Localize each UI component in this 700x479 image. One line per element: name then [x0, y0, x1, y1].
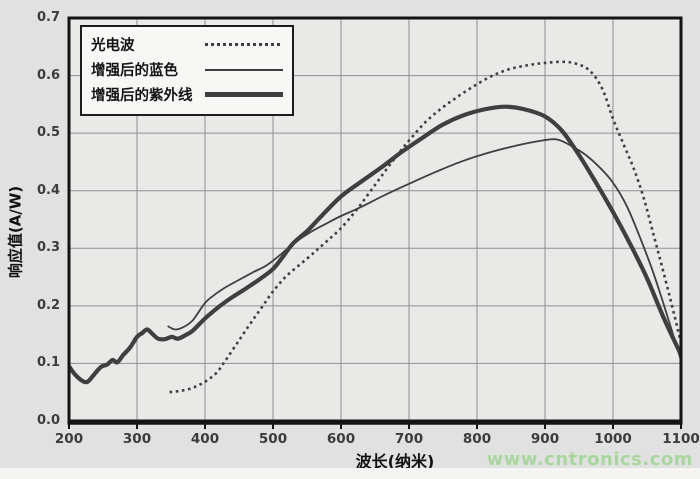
x-tick-label: 800	[462, 431, 492, 447]
legend-label: 增强后的紫外线	[91, 88, 193, 104]
y-tick-label: 0.3	[36, 240, 60, 256]
curve-photoelectric-wave	[169, 60, 683, 394]
x-tick-label: 400	[190, 431, 220, 447]
x-tick-label: 1100	[662, 431, 700, 447]
plot-frame	[67, 16, 683, 423]
x-axis-title: 波长(纳米)	[355, 452, 435, 471]
x-tick-label: 300	[122, 431, 152, 447]
dotted-line-sample-icon	[205, 43, 283, 46]
y-tick-label: 0.0	[36, 413, 60, 428]
x-tick-label: 700	[394, 431, 424, 447]
x-tick-label: 1000	[594, 431, 632, 447]
thick-line-sample-icon	[205, 92, 283, 97]
x-tick-label: 600	[326, 431, 356, 447]
y-tick-label: 0.2	[36, 297, 60, 313]
legend-label: 光电波	[91, 38, 135, 54]
bottom-strip	[0, 468, 700, 479]
y-tick-label: 0.5	[36, 125, 60, 141]
x-tick-label: 900	[530, 431, 560, 447]
y-axis-title: 响应值(A/W)	[6, 185, 25, 279]
y-tick-label: 0.6	[36, 67, 60, 83]
x-tick-label: 200	[54, 431, 84, 447]
legend-item-enhanced-blue: 增强后的蓝色	[91, 57, 283, 82]
y-tick-label: 0.7	[36, 10, 60, 25]
legend-item-photoelectric-wave: 光电波	[91, 32, 283, 57]
curve-enhanced-blue	[167, 138, 682, 361]
y-tick-label: 0.1	[36, 355, 60, 371]
watermark: www.cntronics.com	[486, 449, 693, 470]
legend: 光电波 增强后的蓝色 增强后的紫外线	[80, 25, 294, 116]
y-tick-label: 0.4	[36, 182, 60, 198]
legend-label: 增强后的蓝色	[91, 63, 178, 79]
thin-line-sample-icon	[205, 68, 283, 71]
legend-item-enhanced-ultraviolet: 增强后的紫外线	[91, 82, 283, 107]
x-tick-label: 500	[258, 431, 288, 447]
curve-enhanced-ultraviolet	[67, 104, 683, 385]
